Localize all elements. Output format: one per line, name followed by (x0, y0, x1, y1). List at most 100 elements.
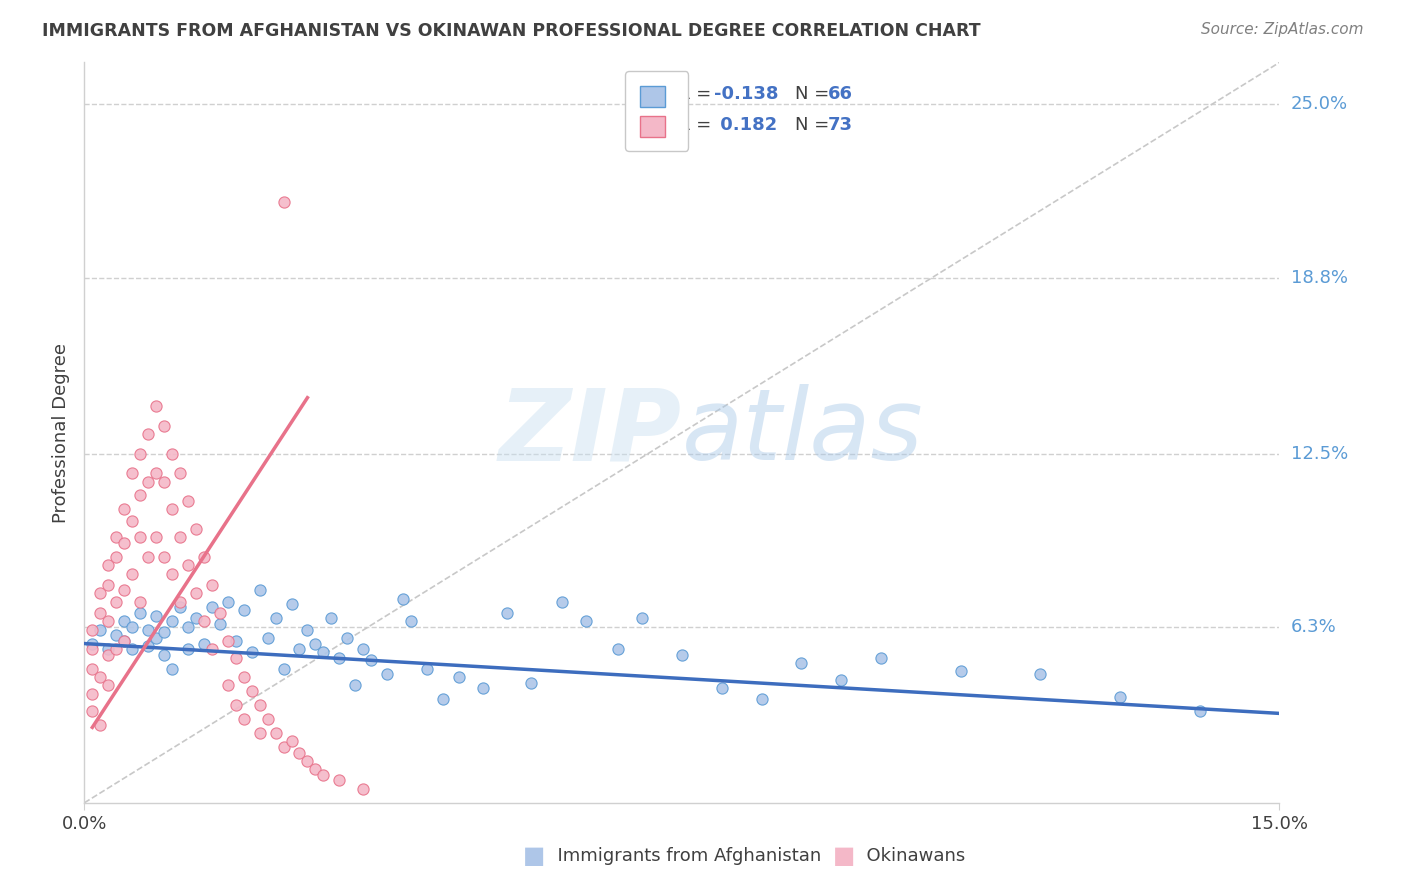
Point (169, 530, 191, 544)
Point (153, 648, 176, 662)
Text: Immigrants from Afghanistan: Immigrants from Afghanistan (546, 847, 821, 865)
Point (105, 594, 128, 608)
Point (249, 698, 271, 712)
Point (208, 606, 231, 620)
Point (112, 502, 135, 516)
Point (160, 446, 183, 460)
Point (232, 712, 254, 726)
Point (264, 611, 287, 625)
Text: 73: 73 (828, 116, 852, 135)
Point (240, 645, 263, 659)
Point (121, 566, 143, 581)
Text: 18.8%: 18.8% (1291, 268, 1347, 286)
Point (136, 475, 159, 489)
Point (97, 578, 120, 592)
Point (89, 623, 111, 637)
Text: ■: ■ (523, 845, 546, 868)
Point (177, 620, 200, 634)
Point (280, 598, 302, 612)
Point (129, 606, 152, 620)
Point (273, 195, 295, 210)
Point (105, 642, 128, 657)
Point (97, 614, 120, 628)
Point (304, 636, 326, 650)
Point (328, 650, 350, 665)
Point (201, 600, 224, 615)
Text: Source: ZipAtlas.com: Source: ZipAtlas.com (1201, 22, 1364, 37)
Point (136, 549, 159, 564)
Text: ZIP: ZIP (499, 384, 682, 481)
Point (89, 606, 111, 620)
Point (112, 633, 135, 648)
Point (432, 692, 454, 706)
Point (256, 712, 278, 726)
Point (184, 611, 207, 625)
Point (225, 650, 247, 665)
Point (232, 670, 254, 684)
Point (273, 662, 295, 676)
Point (264, 726, 287, 740)
Point (447, 670, 470, 684)
Point (201, 578, 224, 592)
Point (145, 608, 167, 623)
Point (112, 583, 135, 598)
Text: R =: R = (678, 116, 717, 135)
Text: N =: N = (796, 116, 835, 135)
Point (671, 648, 693, 662)
Point (89, 670, 111, 684)
Point (145, 631, 167, 645)
Text: 0.182: 0.182 (714, 116, 778, 135)
Point (193, 549, 215, 564)
Point (193, 614, 215, 628)
Point (177, 642, 200, 657)
Point (312, 645, 335, 659)
Point (112, 614, 135, 628)
Point (160, 502, 183, 516)
Point (89, 586, 111, 600)
Text: R =: R = (678, 85, 717, 103)
Point (360, 653, 382, 667)
Point (145, 399, 167, 413)
Point (160, 662, 183, 676)
Point (121, 620, 143, 634)
Point (177, 494, 200, 508)
Point (193, 636, 215, 650)
Point (97, 678, 120, 692)
Point (551, 594, 574, 608)
Point (169, 600, 191, 615)
Point (160, 614, 183, 628)
Text: ■: ■ (832, 845, 855, 868)
Point (82, 662, 104, 676)
Point (288, 642, 311, 657)
Point (129, 488, 152, 502)
Point (344, 678, 367, 692)
Point (232, 603, 254, 617)
Point (129, 530, 152, 544)
Point (1188, 704, 1211, 718)
Point (240, 684, 263, 698)
Point (790, 656, 813, 670)
Point (1109, 690, 1132, 704)
Point (336, 631, 359, 645)
Point (121, 466, 143, 480)
Point (82, 704, 104, 718)
Point (321, 611, 343, 625)
Point (392, 591, 415, 606)
Text: 25.0%: 25.0% (1291, 95, 1348, 113)
Point (575, 614, 598, 628)
Point (607, 642, 630, 657)
Point (256, 631, 278, 645)
Text: 66: 66 (828, 85, 852, 103)
Point (217, 633, 239, 648)
Point (249, 726, 271, 740)
Point (153, 625, 176, 640)
Point (184, 522, 207, 536)
Point (217, 594, 239, 608)
Point (249, 583, 271, 598)
Point (288, 746, 311, 760)
Point (201, 642, 224, 657)
Point (89, 717, 111, 731)
Point (225, 633, 247, 648)
Point (153, 549, 176, 564)
Point (352, 642, 374, 657)
